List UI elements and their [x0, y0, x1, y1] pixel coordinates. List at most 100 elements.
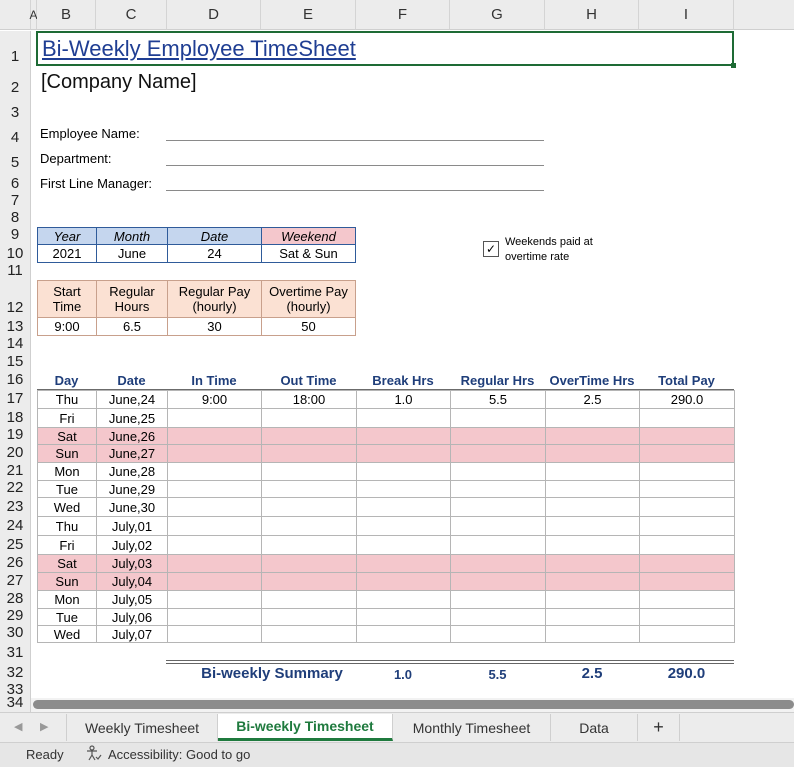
- ts-cell-out-time[interactable]: [261, 480, 357, 498]
- ts-cell-total-pay[interactable]: [639, 625, 735, 643]
- column-header-f[interactable]: F: [356, 0, 450, 30]
- row-header-5[interactable]: 5: [0, 147, 31, 172]
- ts-cell-day[interactable]: Fri: [37, 408, 97, 428]
- scroll-right-icon[interactable]: ▶: [40, 721, 49, 733]
- pay-regular-hours-value[interactable]: 6.5: [96, 317, 168, 336]
- ts-cell-break-hrs[interactable]: [356, 554, 451, 573]
- ts-cell-in-time[interactable]: [167, 535, 262, 555]
- column-header-a[interactable]: A: [30, 0, 38, 30]
- column-header-h[interactable]: H: [545, 0, 639, 30]
- ts-cell-regular-hrs[interactable]: [450, 535, 546, 555]
- ts-cell-date[interactable]: July,06: [96, 608, 168, 626]
- ts-cell-overtime-hrs[interactable]: [545, 480, 640, 498]
- ts-cell-day[interactable]: Thu: [37, 516, 97, 536]
- row-header-20[interactable]: 20: [0, 444, 31, 462]
- tab-monthly-timesheet[interactable]: Monthly Timesheet: [393, 714, 551, 741]
- row-header-24[interactable]: 24: [0, 516, 31, 535]
- info-date-value[interactable]: 24: [167, 244, 262, 263]
- info-month-value[interactable]: June: [96, 244, 168, 263]
- ts-cell-overtime-hrs[interactable]: [545, 497, 640, 517]
- ts-cell-overtime-hrs[interactable]: [545, 554, 640, 573]
- ts-cell-break-hrs[interactable]: [356, 590, 451, 609]
- ts-cell-break-hrs[interactable]: [356, 462, 451, 481]
- pay-overtime-pay-value[interactable]: 50: [261, 317, 356, 336]
- ts-cell-date[interactable]: July,01: [96, 516, 168, 536]
- ts-cell-in-time[interactable]: [167, 480, 262, 498]
- row-header-30[interactable]: 30: [0, 624, 31, 642]
- pay-start-time-value[interactable]: 9:00: [37, 317, 97, 336]
- add-sheet-button[interactable]: +: [638, 714, 680, 741]
- row-header-9[interactable]: 9: [0, 226, 31, 244]
- ts-cell-date[interactable]: June,28: [96, 462, 168, 481]
- row-header-14[interactable]: 14: [0, 335, 31, 353]
- ts-cell-regular-hrs[interactable]: 5.5: [450, 390, 546, 409]
- status-accessibility[interactable]: Accessibility: Good to go: [108, 747, 251, 762]
- ts-cell-date[interactable]: July,02: [96, 535, 168, 555]
- row-header-21[interactable]: 21: [0, 462, 31, 480]
- row-header-3[interactable]: 3: [0, 97, 31, 122]
- ts-cell-day[interactable]: Sun: [37, 444, 97, 463]
- ts-cell-date[interactable]: June,27: [96, 444, 168, 463]
- ts-cell-total-pay[interactable]: [639, 427, 735, 445]
- ts-cell-date[interactable]: July,04: [96, 572, 168, 591]
- column-header-i[interactable]: I: [639, 0, 734, 30]
- row-header-1[interactable]: 1: [0, 31, 31, 66]
- ts-cell-date[interactable]: June,29: [96, 480, 168, 498]
- ts-cell-out-time[interactable]: [261, 408, 357, 428]
- ts-cell-day[interactable]: Wed: [37, 625, 97, 643]
- column-header-g[interactable]: G: [450, 0, 545, 30]
- row-header-22[interactable]: 22: [0, 479, 31, 497]
- ts-cell-day[interactable]: Sat: [37, 554, 97, 573]
- column-header-blank[interactable]: [734, 0, 794, 30]
- corner-cell[interactable]: [0, 0, 31, 30]
- employee-name-field[interactable]: [166, 140, 544, 141]
- ts-cell-overtime-hrs[interactable]: [545, 608, 640, 626]
- scroll-left-icon[interactable]: ◀: [14, 721, 23, 733]
- ts-cell-out-time[interactable]: 18:00: [261, 390, 357, 409]
- ts-cell-in-time[interactable]: [167, 444, 262, 463]
- pay-regular-pay-value[interactable]: 30: [167, 317, 262, 336]
- ts-cell-in-time[interactable]: [167, 572, 262, 591]
- row-header-23[interactable]: 23: [0, 497, 31, 516]
- ts-cell-overtime-hrs[interactable]: [545, 625, 640, 643]
- ts-cell-total-pay[interactable]: [639, 444, 735, 463]
- ts-cell-in-time[interactable]: [167, 427, 262, 445]
- ts-cell-out-time[interactable]: [261, 572, 357, 591]
- ts-cell-regular-hrs[interactable]: [450, 572, 546, 591]
- ts-cell-total-pay[interactable]: [639, 462, 735, 481]
- ts-cell-break-hrs[interactable]: 1.0: [356, 390, 451, 409]
- ts-cell-day[interactable]: Tue: [37, 608, 97, 626]
- ts-cell-date[interactable]: June,25: [96, 408, 168, 428]
- ts-cell-regular-hrs[interactable]: [450, 408, 546, 428]
- summary-overtime-hrs[interactable]: 2.5: [581, 664, 603, 682]
- ts-cell-total-pay[interactable]: 290.0: [639, 390, 735, 409]
- ts-cell-overtime-hrs[interactable]: [545, 516, 640, 536]
- row-header-15[interactable]: 15: [0, 353, 31, 371]
- ts-cell-day[interactable]: Thu: [37, 390, 97, 409]
- ts-cell-total-pay[interactable]: [639, 408, 735, 428]
- ts-cell-break-hrs[interactable]: [356, 427, 451, 445]
- ts-cell-break-hrs[interactable]: [356, 480, 451, 498]
- ts-cell-out-time[interactable]: [261, 554, 357, 573]
- row-header-19[interactable]: 19: [0, 426, 31, 444]
- ts-cell-regular-hrs[interactable]: [450, 516, 546, 536]
- row-header-29[interactable]: 29: [0, 607, 31, 625]
- ts-cell-in-time[interactable]: [167, 497, 262, 517]
- ts-cell-overtime-hrs[interactable]: [545, 535, 640, 555]
- ts-cell-regular-hrs[interactable]: [450, 480, 546, 498]
- ts-cell-day[interactable]: Mon: [37, 590, 97, 609]
- ts-cell-day[interactable]: Fri: [37, 535, 97, 555]
- title-cell-selection[interactable]: [36, 31, 734, 66]
- row-header-17[interactable]: 17: [0, 389, 31, 408]
- row-header-28[interactable]: 28: [0, 590, 31, 608]
- ts-cell-break-hrs[interactable]: [356, 408, 451, 428]
- ts-cell-in-time[interactable]: 9:00: [167, 390, 262, 409]
- ts-cell-regular-hrs[interactable]: [450, 590, 546, 609]
- ts-cell-overtime-hrs[interactable]: [545, 408, 640, 428]
- ts-cell-total-pay[interactable]: [639, 572, 735, 591]
- company-name[interactable]: [Company Name]: [41, 71, 197, 93]
- accessibility-icon[interactable]: [86, 745, 102, 761]
- row-header-33[interactable]: 33: [0, 681, 31, 699]
- ts-cell-in-time[interactable]: [167, 590, 262, 609]
- ts-cell-out-time[interactable]: [261, 497, 357, 517]
